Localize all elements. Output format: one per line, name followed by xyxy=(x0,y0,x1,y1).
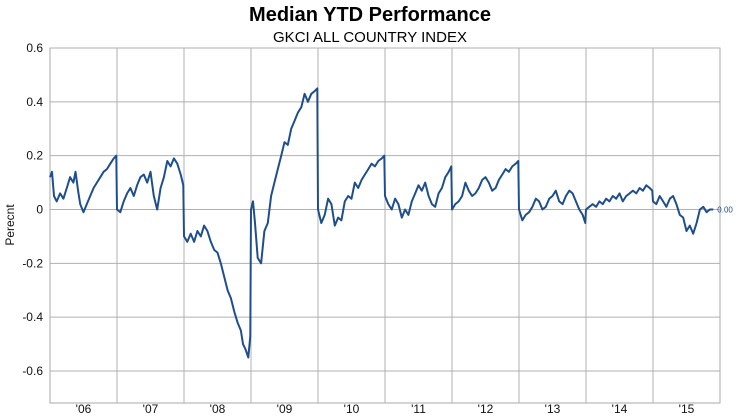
y-tick-label: 0.6 xyxy=(26,41,43,55)
y-tick-label: -0.4 xyxy=(22,310,43,324)
x-tick-label: '10 xyxy=(344,402,360,416)
grid-layer xyxy=(50,47,720,403)
y-tick-label: -0.2 xyxy=(22,256,43,270)
x-tick-label: '07 xyxy=(143,402,159,416)
y-tick-label: -0.6 xyxy=(22,364,43,378)
chart-subtitle: GKCI ALL COUNTRY INDEX xyxy=(273,29,467,46)
x-tick-label: '13 xyxy=(545,402,561,416)
x-tick-label: '11 xyxy=(411,402,426,416)
series-line-median-ytd xyxy=(49,87,714,359)
x-axis-ticks: '06 '07 '08 '09 '10 '11 '12 '13 '14 '15 xyxy=(76,402,695,416)
x-tick-label: '14 xyxy=(612,402,628,416)
chart-title: Median YTD Performance xyxy=(249,4,491,26)
y-tick-label: 0.2 xyxy=(26,149,43,163)
y-tick-label: 0 xyxy=(36,203,43,217)
y-axis-ticks: 0.6 0.4 0.2 0 -0.2 -0.4 -0.6 xyxy=(22,41,43,378)
x-tick-label: '15 xyxy=(679,402,695,416)
y-tick-label: 0.4 xyxy=(26,95,43,109)
x-tick-label: '06 xyxy=(76,402,92,416)
x-tick-label: '09 xyxy=(277,402,293,416)
series-end-label: 0.00 xyxy=(717,206,733,215)
x-tick-label: '12 xyxy=(478,402,494,416)
x-tick-label: '08 xyxy=(210,402,226,416)
y-axis-label: Perecnt xyxy=(3,204,17,246)
